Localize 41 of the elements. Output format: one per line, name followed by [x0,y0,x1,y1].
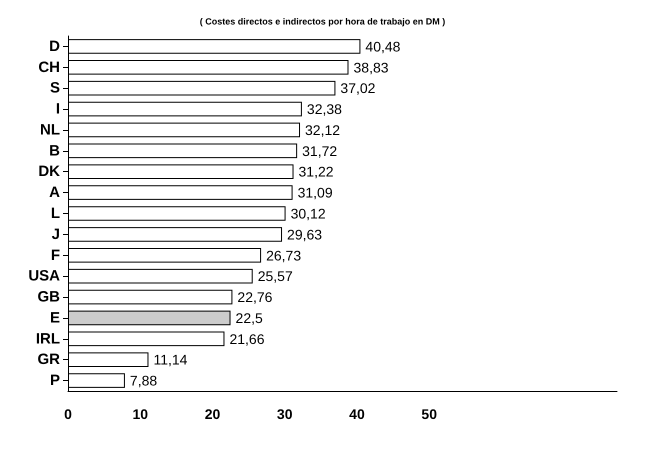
data-label: 31,72 [302,142,338,159]
data-label: 25,57 [258,268,293,284]
data-label: 30,12 [290,206,326,222]
y-tick-label: I [56,100,60,118]
y-tick-label: L [50,205,60,222]
y-tick-label: F [50,246,60,264]
x-tick-label: 30 [276,406,293,422]
y-tick-label: S [50,80,60,97]
data-label: 11,14 [153,352,188,368]
data-label: 32,12 [305,122,340,138]
y-tick-label: NL [40,121,60,138]
y-tick-label: B [49,142,60,160]
y-tick-label: GR [38,351,60,368]
y-tick-label: GB [38,288,60,306]
data-label: 31,09 [298,184,333,201]
y-tick-label: A [49,184,60,202]
y-tick-label: USA [28,268,60,285]
data-label: 38,83 [353,59,389,76]
data-label: 37,02 [340,80,376,96]
data-label: 21,66 [229,330,265,347]
y-tick-label: D [49,38,60,55]
x-tick-label: 0 [64,406,72,422]
y-tick-label: IRL [36,330,60,348]
data-label: 32,38 [306,101,342,118]
y-tick-label: CH [38,58,60,76]
chart-title: ( Costes directos e indirectos por hora de trabajo en DM ) [200,16,446,26]
x-tick-label: 10 [132,406,148,422]
data-label: 22,5 [236,310,263,326]
data-label: 29,63 [287,226,322,242]
data-label: 22,76 [237,289,273,306]
x-tick-label: 40 [349,406,365,422]
x-tick-label: 50 [421,406,438,422]
data-label: 40,48 [365,38,401,54]
y-tick-label: P [50,372,60,390]
y-tick-label: E [50,309,60,326]
x-tick-label: 20 [204,406,220,422]
data-label: 26,73 [266,247,302,264]
y-tick-label: DK [38,163,60,180]
data-label: 31,22 [298,164,334,180]
y-tick-label: J [52,226,60,243]
data-label: 7,88 [130,372,158,389]
